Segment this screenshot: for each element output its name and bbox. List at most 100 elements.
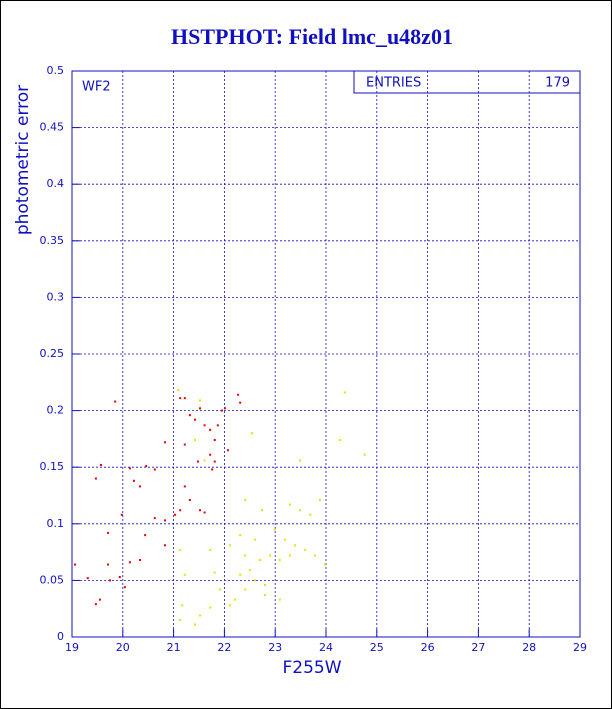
point xyxy=(163,544,166,547)
point xyxy=(183,397,186,400)
point xyxy=(145,465,148,468)
point xyxy=(253,579,256,582)
chart-title: HSTPHOT: Field lmc_u48z01 xyxy=(171,24,453,49)
point xyxy=(273,528,276,531)
point xyxy=(264,594,267,597)
x-tick-label: 26 xyxy=(421,641,435,654)
point xyxy=(209,453,212,456)
point xyxy=(323,563,326,566)
point xyxy=(278,559,281,562)
point xyxy=(313,554,316,557)
point xyxy=(120,513,123,516)
point xyxy=(234,598,237,601)
point xyxy=(181,604,184,607)
point xyxy=(228,544,231,547)
point xyxy=(213,460,216,463)
point xyxy=(294,544,297,547)
point xyxy=(144,534,147,537)
y-tick-label: 0.3 xyxy=(47,290,65,303)
point xyxy=(163,519,166,522)
point xyxy=(228,604,231,607)
point xyxy=(107,531,110,534)
point xyxy=(203,511,206,514)
point xyxy=(188,414,191,417)
point xyxy=(193,623,196,626)
point xyxy=(163,441,166,444)
point xyxy=(183,573,186,576)
point xyxy=(244,499,247,502)
panel-label: WF2 xyxy=(82,80,111,95)
point xyxy=(244,588,247,591)
point xyxy=(288,554,291,557)
point xyxy=(86,577,89,580)
point xyxy=(99,463,102,466)
point xyxy=(193,418,196,421)
point xyxy=(199,614,202,617)
x-tick-label: 24 xyxy=(319,641,333,654)
point xyxy=(94,477,97,480)
point xyxy=(244,554,247,557)
y-tick-label: 0.4 xyxy=(47,177,65,190)
point xyxy=(183,485,186,488)
point xyxy=(109,579,112,582)
point xyxy=(153,517,156,520)
point xyxy=(343,391,346,394)
point xyxy=(248,569,251,572)
point xyxy=(199,509,202,512)
x-tick-label: 20 xyxy=(116,641,130,654)
point xyxy=(299,509,302,512)
point xyxy=(179,548,182,551)
point xyxy=(193,439,196,442)
point xyxy=(211,468,214,471)
point xyxy=(128,561,131,564)
y-tick-label: 0.05 xyxy=(40,573,65,586)
point xyxy=(278,598,281,601)
point xyxy=(74,563,77,566)
point xyxy=(183,443,186,446)
y-tick-label: 0.1 xyxy=(47,517,65,530)
y-tick-label: 0.15 xyxy=(40,460,65,473)
point xyxy=(239,534,242,537)
stats-label: ENTRIES xyxy=(366,76,421,91)
point xyxy=(179,397,182,400)
point xyxy=(123,586,126,589)
y-tick-label: 0.25 xyxy=(40,347,65,360)
point xyxy=(199,407,202,410)
point xyxy=(98,598,101,601)
point xyxy=(299,459,302,462)
point xyxy=(260,509,263,512)
point xyxy=(250,432,253,435)
point xyxy=(139,485,142,488)
point xyxy=(309,513,312,516)
point xyxy=(94,603,97,606)
point xyxy=(264,583,267,586)
plot-frame xyxy=(71,70,581,638)
point xyxy=(253,538,256,541)
point xyxy=(318,499,321,502)
point xyxy=(237,393,240,396)
x-tick-label: 28 xyxy=(522,641,536,654)
point xyxy=(220,409,223,412)
x-tick-label: 23 xyxy=(268,641,282,654)
point xyxy=(213,571,216,574)
point xyxy=(114,400,117,403)
point xyxy=(203,459,206,462)
x-tick-label: 25 xyxy=(370,641,384,654)
x-tick-label: 22 xyxy=(217,641,231,654)
y-tick-label: 0.5 xyxy=(47,64,65,77)
point xyxy=(304,548,307,551)
point xyxy=(218,588,221,591)
point xyxy=(209,606,212,609)
y-tick-label: 0.45 xyxy=(40,121,65,134)
x-tick-label: 21 xyxy=(167,641,181,654)
point xyxy=(107,563,110,566)
point xyxy=(223,407,226,410)
x-axis-label: F255W xyxy=(282,658,341,678)
point xyxy=(153,468,156,471)
point xyxy=(239,401,242,404)
y-tick-label: 0 xyxy=(57,630,64,643)
point xyxy=(213,439,216,442)
